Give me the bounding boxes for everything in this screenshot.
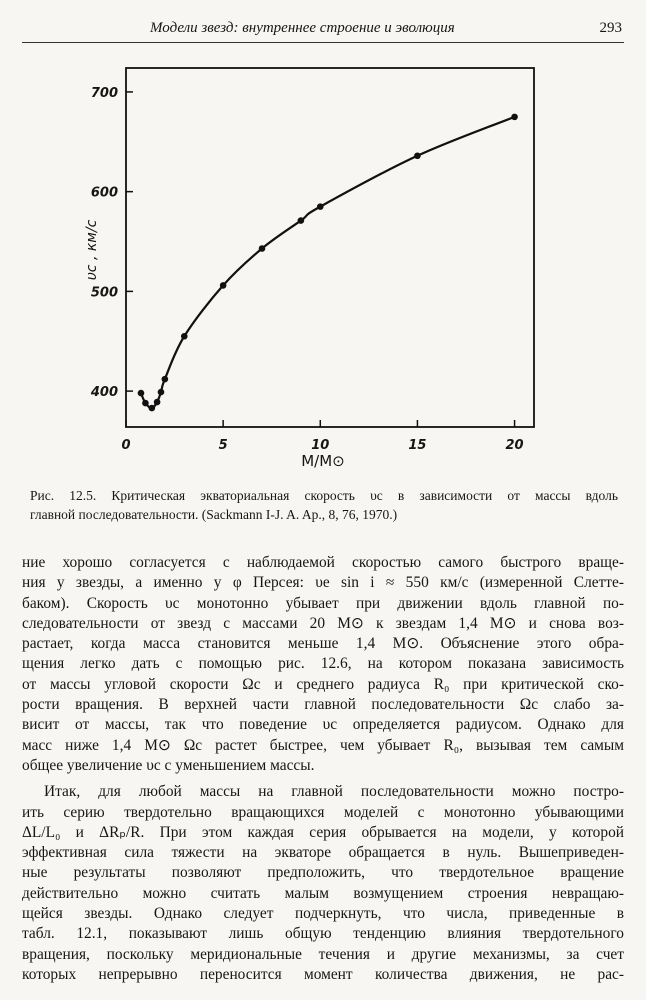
data-point [157, 388, 165, 396]
text-line: следовательности от звезд с массами 20 M… [22, 614, 624, 632]
y-tick-label: 500 [91, 285, 118, 300]
text-line: действительно можно считать малым возмущ… [22, 884, 624, 902]
data-point [180, 332, 188, 340]
text-line: ΔL/L₀ и ΔRₚ/R. При этом каждая серия обр… [22, 823, 624, 841]
text-line: масс ниже 1,4 M⊙ Ωc растет быстрее, чем … [22, 736, 624, 754]
x-tick-label: 15 [408, 438, 426, 453]
text-line: общее увеличение υc с уменьшением массы. [22, 756, 315, 774]
figure-caption: Рис. 12.5. Критическая экваториальная ск… [30, 486, 618, 524]
plot-frame [125, 67, 535, 428]
running-title: Модели звезд: внутреннее строение и эвол… [150, 20, 455, 36]
text-line: щения легко дать с помощью рис. 12.6, на… [22, 655, 624, 673]
text-line: Рис. 12.5. Критическая экваториальная ск… [30, 488, 618, 503]
chart: M/M⊙ υc , км/с 400 500 600 700 0 5 10 15 20 [84, 67, 535, 470]
page-number: 293 [599, 20, 623, 36]
data-point [219, 282, 227, 289]
curve [139, 115, 515, 410]
data-point [511, 113, 518, 121]
data-point [258, 245, 266, 252]
x-tick-label: 5 [219, 438, 228, 453]
text-line: ния у звезды, а именно у φ Персея: υe si… [22, 574, 624, 592]
data-point [161, 375, 169, 383]
data-point [316, 203, 324, 210]
text-line: ить серию твердотельно вращающихся модел… [22, 803, 624, 821]
text-line: ные результаты позволяют предположить, ч… [22, 864, 624, 882]
text-line: главной последовательности. (Sackmann I-… [30, 507, 398, 522]
data-point [142, 399, 149, 407]
text-line: которых непрерывно переносится момент ко… [22, 965, 624, 983]
data-point [153, 398, 161, 406]
text-line: табл. 12.1, показывают лишь общую тенден… [22, 925, 624, 943]
x-tick-label: 10 [311, 438, 329, 453]
x-tick-label: 0 [121, 438, 130, 453]
y-tick-label: 400 [90, 385, 118, 400]
text-line: Итак, для любой массы на главной последо… [44, 783, 624, 801]
y-tick-label: 700 [91, 86, 118, 101]
data-point [137, 389, 145, 397]
data-point [148, 404, 156, 412]
header-rule [22, 42, 624, 43]
data-point [414, 152, 421, 160]
text-line: вращения, поскольку меридиональные течен… [22, 945, 624, 963]
y-tick-label: 600 [91, 186, 118, 201]
text-line: от массы угловой скорости Ωc и среднего … [22, 675, 624, 693]
text-line: баком). Скорость υc монотонно убывает пр… [22, 594, 624, 612]
text-line: щейся звезды. Однако следует подчеркнуть… [22, 905, 624, 923]
text-line: ние хорошо согласуется с наблюдаемой ско… [22, 554, 624, 571]
text-line: висит от массы, так что поведение υc опр… [22, 716, 624, 734]
y-axis-label: υc , км/с [84, 219, 100, 280]
x-tick-label: 20 [506, 438, 524, 453]
data-point [297, 217, 305, 224]
text-line: рости вращения. В верхней части главной … [22, 696, 624, 714]
x-axis-label: M/M⊙ [301, 452, 345, 470]
body-text: ние хорошо согласуется с наблюдаемой ско… [22, 553, 624, 985]
text-line: эффективная сила тяжести на экваторе обр… [22, 844, 624, 862]
text-line: растает, когда масса становится меньше 1… [22, 635, 624, 653]
